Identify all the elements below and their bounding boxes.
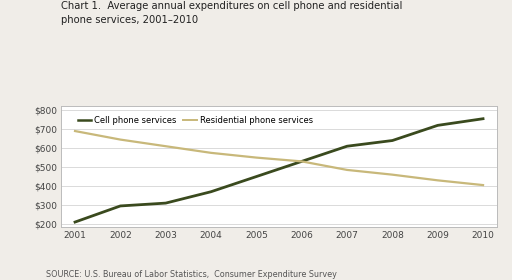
Text: SOURCE: U.S. Bureau of Labor Statistics,  Consumer Expenditure Survey: SOURCE: U.S. Bureau of Labor Statistics,… bbox=[46, 270, 337, 279]
Legend: Cell phone services, Residential phone services: Cell phone services, Residential phone s… bbox=[74, 113, 316, 129]
Text: Chart 1.  Average annual expenditures on cell phone and residential
phone servic: Chart 1. Average annual expenditures on … bbox=[61, 1, 403, 25]
